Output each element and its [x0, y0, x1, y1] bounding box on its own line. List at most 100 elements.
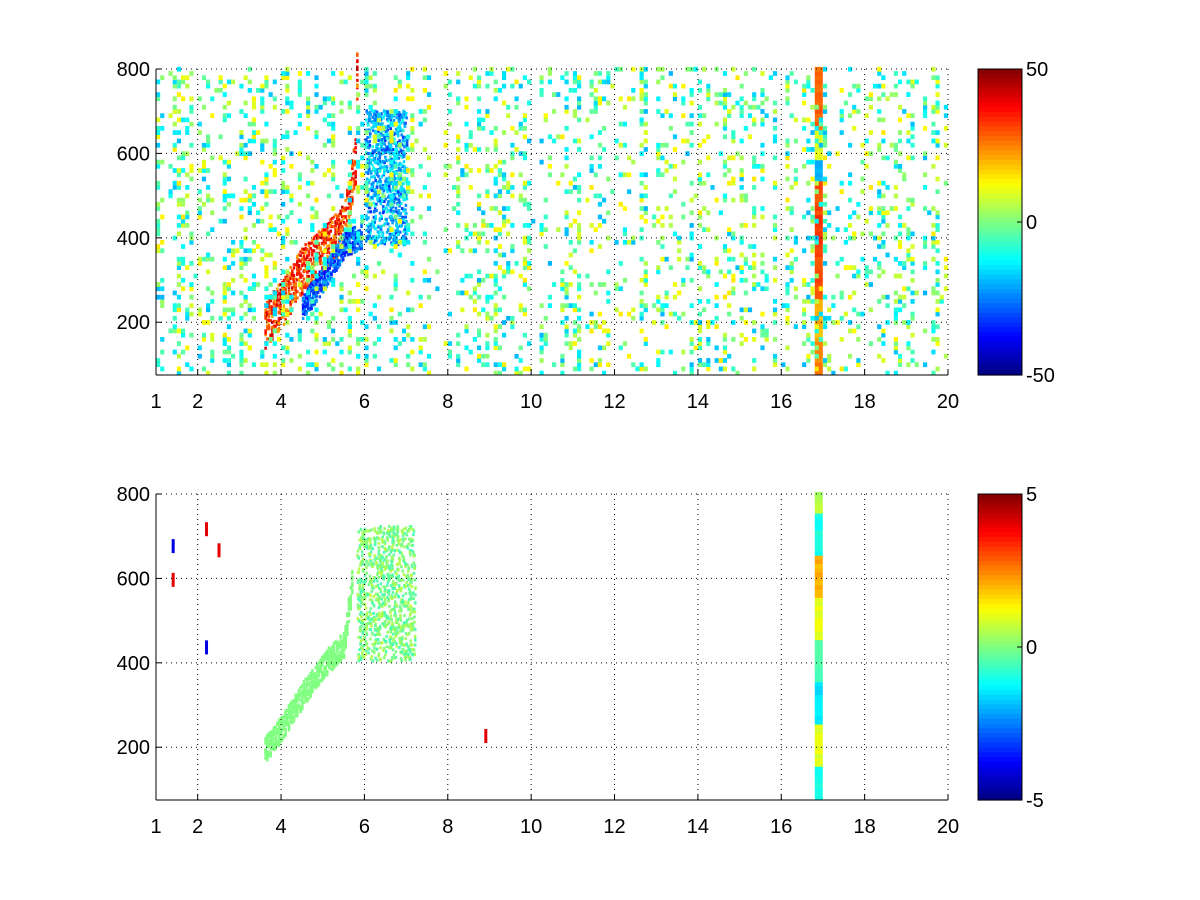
noise-cell	[631, 159, 636, 165]
colorbar-swatch	[978, 121, 1022, 127]
cluster-cell	[378, 211, 382, 215]
noise-cell	[722, 71, 728, 76]
noise-cell	[339, 100, 344, 106]
noise-cell	[664, 290, 669, 296]
noise-cell	[443, 130, 448, 135]
noise-cell	[222, 299, 227, 304]
cluster-cell	[369, 197, 372, 201]
noise-cell	[910, 231, 915, 237]
noise-cell	[356, 125, 361, 131]
noise-cell	[810, 104, 815, 110]
noise-cell	[685, 151, 690, 157]
noise-cell	[368, 311, 373, 317]
noise-cell	[410, 261, 415, 266]
noise-cell	[206, 231, 211, 237]
ridge-cell	[264, 311, 267, 315]
noise-cell	[222, 113, 227, 119]
noise-cell	[526, 223, 532, 228]
ridge-cell	[347, 216, 351, 220]
noise-cell	[597, 324, 603, 330]
noise-cell	[885, 252, 890, 258]
noise-cell	[806, 117, 811, 123]
ridge-cell	[351, 247, 355, 251]
ridge-cell	[306, 282, 309, 286]
noise-cell	[564, 341, 569, 346]
cluster-cell	[386, 190, 389, 194]
noise-cell	[806, 282, 811, 287]
noise-cell	[264, 189, 269, 195]
cluster-cell	[388, 113, 391, 117]
noise-cell	[526, 206, 532, 211]
band-cell	[814, 185, 823, 190]
ridge-cell	[311, 296, 315, 300]
noise-cell	[735, 151, 740, 157]
noise-cell	[772, 353, 778, 359]
cluster-cell	[373, 206, 377, 210]
noise-cell	[281, 75, 286, 81]
ridge-cell	[346, 189, 349, 193]
noise-cell	[418, 349, 423, 355]
noise-cell	[602, 197, 607, 203]
noise-cell	[906, 79, 911, 85]
ridge-cell	[282, 278, 286, 282]
ridge-cell	[266, 318, 269, 322]
noise-cell	[310, 168, 315, 173]
noise-cell	[822, 180, 828, 186]
noise-cell	[847, 223, 853, 228]
noise-cell	[822, 201, 828, 207]
band-cell	[814, 206, 823, 211]
noise-cell	[222, 341, 227, 346]
noise-cell	[222, 172, 227, 178]
noise-cell	[160, 197, 165, 203]
noise-cell	[660, 320, 665, 325]
noise-cell	[714, 358, 719, 363]
noise-cell	[393, 163, 398, 169]
noise-cell	[264, 180, 269, 186]
noise-cell	[593, 324, 598, 330]
noise-cell	[643, 341, 648, 346]
noise-cell	[343, 227, 348, 232]
noise-cell	[906, 92, 911, 97]
noise-cell	[497, 286, 502, 292]
noise-cell	[818, 130, 823, 135]
ridge-cell	[305, 304, 308, 308]
ridge-cell	[319, 235, 322, 239]
ridge-cell	[266, 736, 269, 740]
ridge-cell	[276, 330, 279, 334]
noise-cell	[410, 189, 415, 195]
noise-cell	[560, 362, 565, 368]
noise-cell	[597, 155, 603, 161]
noise-cell	[501, 252, 507, 258]
noise-cell	[860, 231, 865, 237]
noise-cell	[493, 125, 498, 131]
noise-cell	[322, 286, 327, 292]
noise-cell	[493, 307, 498, 313]
cluster-cell	[366, 143, 369, 147]
ridge-cell	[301, 303, 305, 307]
cluster-cell	[379, 141, 382, 145]
noise-cell	[197, 96, 202, 102]
noise-cell	[356, 337, 361, 342]
ridge-cell	[267, 739, 271, 743]
noise-cell	[689, 92, 694, 97]
noise-cell	[264, 294, 269, 300]
noise-cell	[314, 286, 319, 292]
noise-cell	[285, 185, 290, 190]
noise-cell	[493, 147, 498, 152]
noise-cell	[760, 286, 765, 292]
noise-cell	[802, 248, 807, 254]
ridge-cell	[316, 290, 320, 294]
cluster-cell	[374, 204, 377, 208]
noise-cell	[722, 87, 728, 93]
noise-cell	[872, 235, 878, 241]
noise-cell	[718, 210, 723, 216]
noise-cell	[893, 92, 898, 97]
noise-cell	[752, 328, 757, 334]
cluster-cell	[403, 135, 407, 139]
cluster-cell	[371, 149, 375, 153]
noise-cell	[322, 265, 327, 270]
noise-cell	[660, 349, 665, 355]
noise-cell	[785, 100, 790, 106]
noise-cell	[806, 353, 811, 359]
noise-cell	[893, 299, 898, 304]
